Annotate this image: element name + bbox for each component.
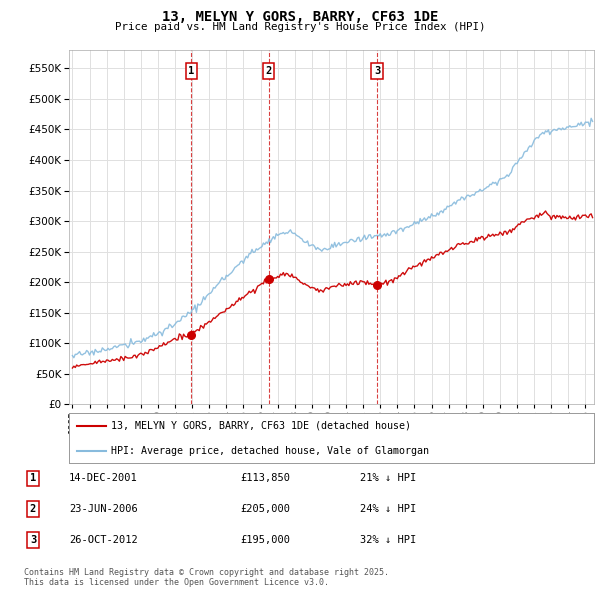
Text: 3: 3 xyxy=(30,535,36,545)
Text: 2: 2 xyxy=(30,504,36,514)
Text: 13, MELYN Y GORS, BARRY, CF63 1DE: 13, MELYN Y GORS, BARRY, CF63 1DE xyxy=(162,10,438,24)
Text: 24% ↓ HPI: 24% ↓ HPI xyxy=(360,504,416,514)
Text: £195,000: £195,000 xyxy=(240,535,290,545)
Text: 3: 3 xyxy=(374,66,380,76)
Text: 2: 2 xyxy=(265,66,272,76)
Text: 23-JUN-2006: 23-JUN-2006 xyxy=(69,504,138,514)
Text: 14-DEC-2001: 14-DEC-2001 xyxy=(69,474,138,483)
Text: £205,000: £205,000 xyxy=(240,504,290,514)
Text: 1: 1 xyxy=(188,66,194,76)
Text: 32% ↓ HPI: 32% ↓ HPI xyxy=(360,535,416,545)
Text: 26-OCT-2012: 26-OCT-2012 xyxy=(69,535,138,545)
Text: 13, MELYN Y GORS, BARRY, CF63 1DE (detached house): 13, MELYN Y GORS, BARRY, CF63 1DE (detac… xyxy=(111,421,411,431)
Text: Price paid vs. HM Land Registry's House Price Index (HPI): Price paid vs. HM Land Registry's House … xyxy=(115,22,485,32)
Text: Contains HM Land Registry data © Crown copyright and database right 2025.
This d: Contains HM Land Registry data © Crown c… xyxy=(24,568,389,587)
Text: £113,850: £113,850 xyxy=(240,474,290,483)
Text: 1: 1 xyxy=(30,474,36,483)
Text: HPI: Average price, detached house, Vale of Glamorgan: HPI: Average price, detached house, Vale… xyxy=(111,445,429,455)
Text: 21% ↓ HPI: 21% ↓ HPI xyxy=(360,474,416,483)
